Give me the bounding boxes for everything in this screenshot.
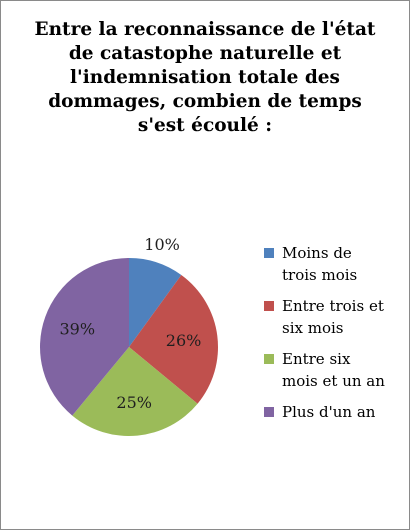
pie-slice — [39, 258, 129, 416]
legend-swatch — [264, 354, 274, 364]
chart-title-line: s'est écoulé : — [137, 115, 273, 136]
legend-label-line: Plus d'un an — [282, 403, 376, 421]
legend-label-line: six mois — [282, 319, 344, 337]
chart-title-line: de catastophe naturelle et — [68, 43, 342, 64]
pie-slice — [129, 274, 218, 404]
legend-label-line: trois mois — [282, 266, 358, 284]
legend-item-entre-trois-et-six-mois: Entre trois et six mois — [264, 295, 404, 348]
chart-title: Entre la reconnaissance de l'état de cat… — [14, 18, 396, 138]
legend-label: Entre six mois et un an — [282, 348, 408, 392]
legend-item-moins-de-trois-mois: Moins de trois mois — [264, 242, 404, 295]
legend-label: Plus d'un an — [282, 401, 408, 423]
pie-data-label: 26% — [166, 331, 202, 350]
chart-title-line: dommages, combien de temps — [48, 91, 362, 112]
legend-item-plus-d-un-an: Plus d'un an — [264, 401, 404, 454]
legend-swatch — [264, 407, 274, 417]
legend-swatch — [264, 301, 274, 311]
legend-label-line: Moins de — [282, 244, 352, 262]
legend-label-line: Entre six — [282, 350, 351, 368]
pie-data-label: 25% — [116, 393, 152, 412]
pie-data-label: 39% — [59, 319, 95, 338]
pie-slice — [129, 258, 182, 347]
legend-label-line: Entre trois et — [282, 297, 384, 315]
legend-label: Moins de trois mois — [282, 242, 408, 286]
legend-label-line: mois et un an — [282, 372, 385, 390]
chart-title-line: Entre la reconnaissance de l'état — [34, 19, 376, 40]
legend-label: Entre trois et six mois — [282, 295, 408, 339]
legend: Moins de trois mois Entre trois et six m… — [264, 242, 404, 454]
pie-slice — [72, 347, 198, 437]
chart-title-line: l'indemnisation totale des — [70, 67, 340, 88]
legend-swatch — [264, 248, 274, 258]
legend-item-entre-six-mois-et-un-an: Entre six mois et un an — [264, 348, 404, 401]
pie-data-label: 10% — [144, 235, 180, 254]
